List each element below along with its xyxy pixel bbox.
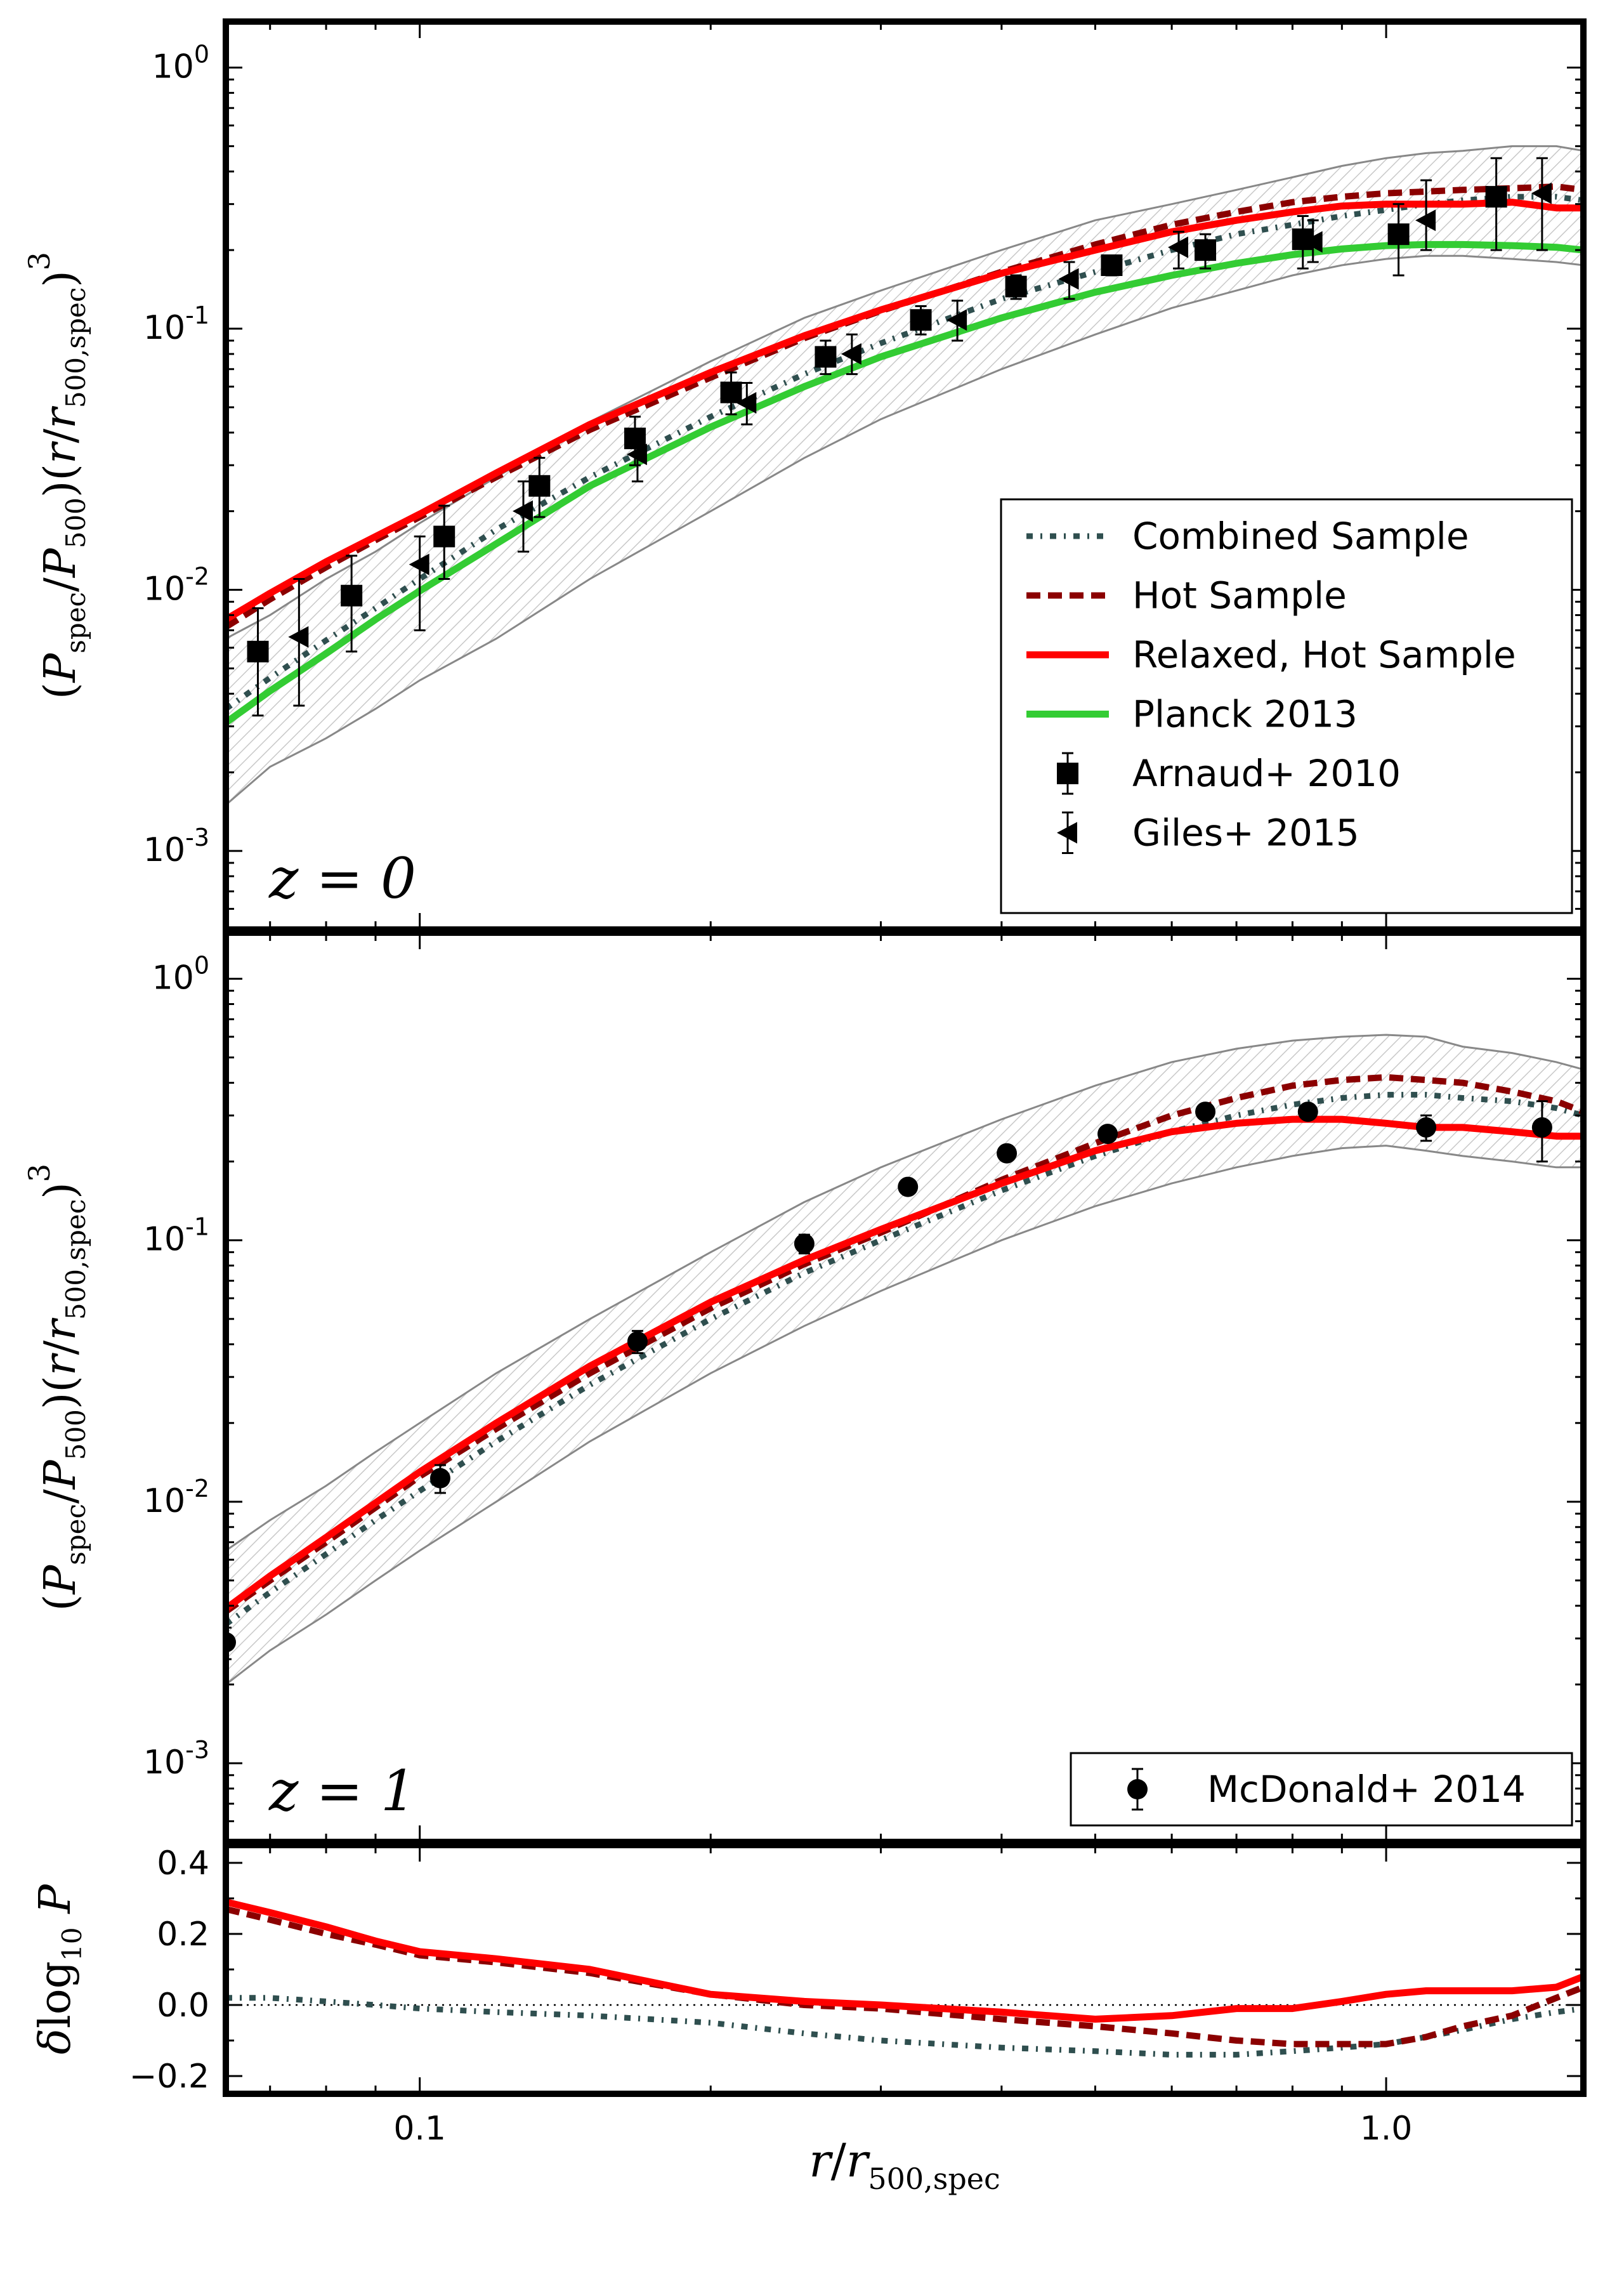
panel-bottom: −0.2 0.0 0.2 0.4 0.1 1.0 δlog10 P r/r500,spec xyxy=(30,1842,1587,2196)
legend-label-combined-sample: Combined Sample xyxy=(1132,515,1469,558)
panel-label: z = 1 xyxy=(268,1758,416,1824)
y-tick-label: 100 xyxy=(152,952,209,997)
y-tick-label: 10-3 xyxy=(143,824,209,869)
series-line-planck-2013 xyxy=(226,240,1583,726)
data-point-mcdonald-2014 xyxy=(1531,1117,1552,1138)
data-point-mcdonald-2014 xyxy=(1297,1101,1318,1122)
y-tick-label: 100 xyxy=(152,40,209,86)
data-point-arnaud-2010 xyxy=(1195,239,1217,261)
data-point-giles-2015 xyxy=(841,343,861,365)
data-point-mcdonald-2014 xyxy=(1416,1117,1437,1138)
data-point-mcdonald-2014 xyxy=(1097,1124,1118,1145)
data-point-mcdonald-2014 xyxy=(429,1468,450,1489)
data-point-arnaud-2010 xyxy=(910,309,932,331)
y-tick-label: −0.2 xyxy=(129,2058,209,2096)
x-tick-label: 0.1 xyxy=(393,2110,446,2148)
data-point-giles-2015 xyxy=(1531,182,1552,204)
legend-box xyxy=(1070,1752,1573,1827)
data-point-giles-2015 xyxy=(736,391,757,414)
data-point-arnaud-2010 xyxy=(341,584,363,607)
scatter-band-upper xyxy=(226,145,1583,640)
plot-area-top xyxy=(226,145,1583,806)
data-point-mcdonald-2014 xyxy=(997,1143,1018,1164)
y-axis-title: (Pspec/P500)(r/r500,spec)3 xyxy=(22,252,91,699)
series-line-relaxed-hot-sample xyxy=(226,1898,1583,2023)
y-tick-label: 10-2 xyxy=(143,563,209,608)
data-point-arnaud-2010 xyxy=(720,381,742,404)
y-tick-label: 10-2 xyxy=(143,1475,209,1520)
data-point-arnaud-2010 xyxy=(1101,254,1123,276)
y-axis-title: (Pspec/P500)(r/r500,spec)3 xyxy=(22,1164,91,1611)
series-line-hot-sample xyxy=(226,1074,1583,1615)
data-point-giles-2015 xyxy=(1415,209,1436,232)
series-line-relaxed-hot-sample xyxy=(226,1115,1583,1612)
legend-label-giles-2015: Giles+ 2015 xyxy=(1132,812,1359,855)
legend-label-relaxed-hot-sample: Relaxed, Hot Sample xyxy=(1132,633,1516,676)
data-point-giles-2015 xyxy=(1168,236,1189,258)
data-point-giles-2015 xyxy=(946,309,967,331)
legend-label-arnaud-2010: Arnaud+ 2010 xyxy=(1132,752,1401,795)
legend-marker-arnaud-2010 xyxy=(1057,763,1078,784)
y-tick-label: 10-3 xyxy=(143,1736,209,1782)
y-axis-title: δlog10 P xyxy=(30,1884,88,2054)
scatter-band xyxy=(226,1035,1583,1685)
data-point-giles-2015 xyxy=(626,444,647,466)
legend-marker-giles-2015 xyxy=(1057,822,1077,844)
y-tick-label: 10-1 xyxy=(143,301,209,347)
points-giles-2015 xyxy=(288,157,1552,707)
data-point-giles-2015 xyxy=(409,553,429,575)
y-tick-label: 0.0 xyxy=(157,1987,209,2025)
data-point-arnaud-2010 xyxy=(624,427,646,449)
scatter-band-lower xyxy=(226,1145,1583,1686)
legend-box xyxy=(1000,498,1573,914)
series-line-combined-sample xyxy=(226,1091,1583,1627)
legend-top: Combined Sample Hot Sample Relaxed, Hot Sa… xyxy=(1000,498,1573,914)
points-arnaud-2010 xyxy=(247,157,1507,717)
data-point-arnaud-2010 xyxy=(815,346,837,368)
y-tick-label: 0.2 xyxy=(157,1916,209,1954)
y-tick-label: 10-1 xyxy=(143,1213,209,1259)
data-point-arnaud-2010 xyxy=(1387,223,1410,246)
panel-label: z = 0 xyxy=(268,846,416,911)
y-tick-label: 0.4 xyxy=(157,1844,209,1883)
x-tick-label: 1.0 xyxy=(1360,2110,1413,2148)
plot-area-bottom xyxy=(226,1898,1583,2058)
series-line-relaxed-hot-sample xyxy=(226,199,1583,623)
data-point-mcdonald-2014 xyxy=(1195,1101,1216,1122)
legend-label-mcdonald-2014: McDonald+ 2014 xyxy=(1207,1768,1526,1811)
legend-marker-mcdonald-2014 xyxy=(1127,1779,1148,1799)
data-point-giles-2015 xyxy=(1302,231,1323,253)
data-point-giles-2015 xyxy=(288,626,309,648)
x-axis-title: r/r500,spec xyxy=(809,2134,1000,2196)
data-point-mcdonald-2014 xyxy=(627,1331,648,1352)
scatter-band xyxy=(226,146,1583,805)
scatter-band-upper xyxy=(226,1034,1583,1552)
data-point-giles-2015 xyxy=(512,500,533,522)
legend-label-hot-sample: Hot Sample xyxy=(1132,574,1347,617)
data-point-arnaud-2010 xyxy=(1485,186,1507,208)
legend-label-planck-2013: Planck 2013 xyxy=(1132,693,1358,736)
series-line-combined-sample xyxy=(226,194,1583,711)
scatter-band-lower xyxy=(226,254,1583,806)
panel-top: 100 10-1 10-2 10-3 (Pspec/P500)(r/r500,spec)… xyxy=(22,18,1587,933)
data-point-giles-2015 xyxy=(1058,268,1079,290)
plot-area-middle xyxy=(226,1034,1583,1686)
data-point-arnaud-2010 xyxy=(247,640,269,662)
data-point-arnaud-2010 xyxy=(433,525,455,548)
legend-middle: McDonald+ 2014 xyxy=(1070,1752,1573,1827)
data-point-arnaud-2010 xyxy=(528,475,551,497)
data-point-mcdonald-2014 xyxy=(898,1176,919,1197)
data-point-arnaud-2010 xyxy=(1005,275,1027,298)
data-point-mcdonald-2014 xyxy=(794,1233,815,1254)
points-mcdonald-2014 xyxy=(226,1100,1552,1660)
